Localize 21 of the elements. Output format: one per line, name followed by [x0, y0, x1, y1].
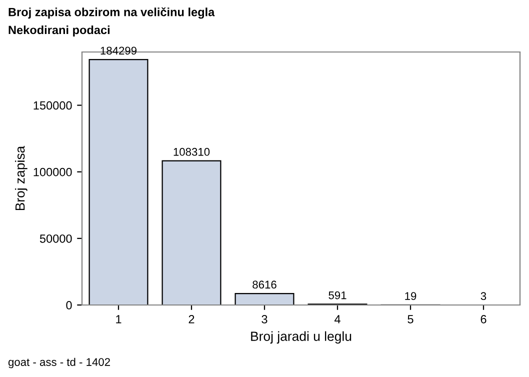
x-tick-label: 5: [408, 315, 414, 324]
text: goat - ass - td - 1402: [8, 358, 110, 368]
chart-title: Broj zapisa obzirom na veličinu legla: [8, 7, 215, 19]
chart-subtitle: Nekodirani podaci: [8, 26, 110, 36]
y-axis-title: Broj zapisa: [15, 146, 28, 210]
x-tick-label: 4: [334, 315, 340, 324]
x-axis-title: Broj jaradi u leglu: [251, 331, 352, 344]
x-tick-label: 3: [262, 315, 268, 324]
y-tick-label: 50000: [40, 234, 72, 243]
y-tick-label: 150000: [34, 101, 72, 110]
data-label: 19: [405, 292, 416, 300]
x-tick-label: 6: [480, 315, 486, 324]
data-label: 108310: [174, 148, 210, 156]
y-tick-label: 0: [66, 301, 72, 310]
data-label: 591: [328, 291, 346, 300]
x-tick-label: 2: [188, 315, 194, 324]
data-label: 8616: [252, 280, 276, 289]
data-label: 184299: [100, 46, 137, 55]
data-label: 3: [480, 292, 486, 300]
y-tick-label: 100000: [34, 168, 72, 176]
x-tick-label: 1: [116, 315, 122, 324]
